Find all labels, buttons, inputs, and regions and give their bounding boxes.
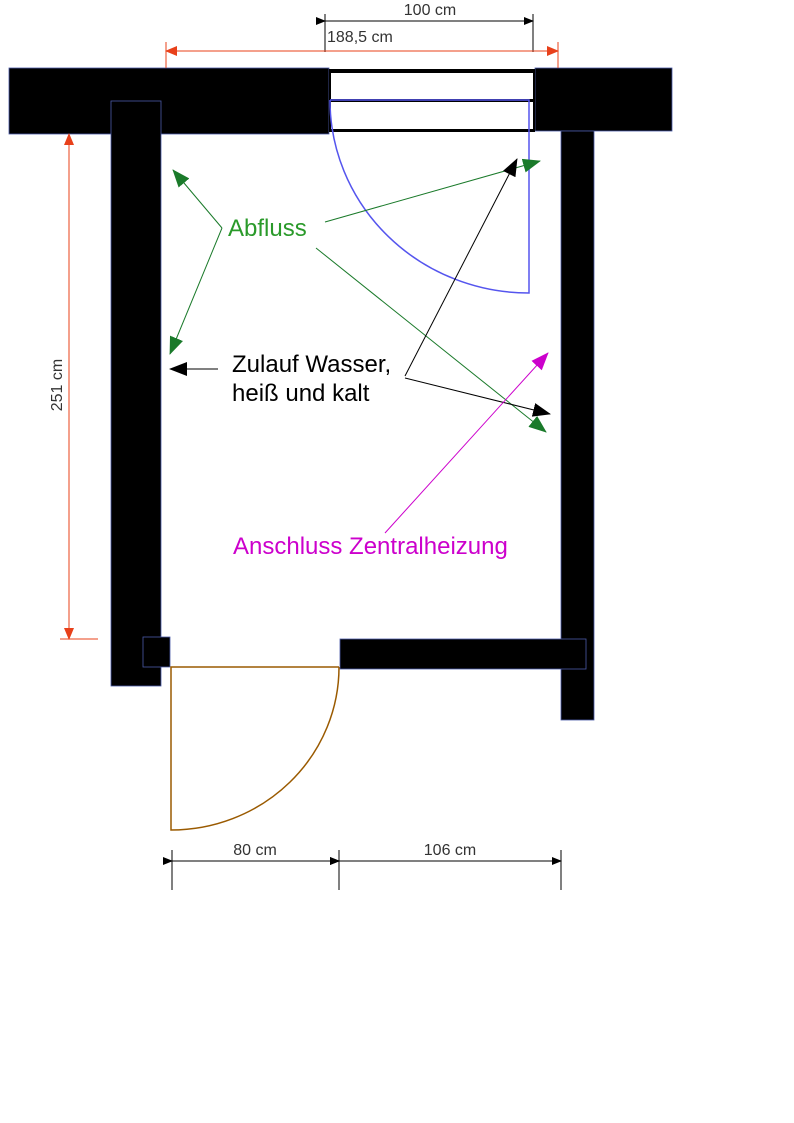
window-pane [331,73,533,99]
dim-label: 251 cm [49,359,66,411]
walls [8,67,673,721]
heating-label: Anschluss Zentralheizung [233,533,508,560]
wall [534,67,673,132]
door-swing [170,666,340,831]
window-pane [331,102,533,129]
water-label: Zulauf Wasser, [232,351,391,378]
arrow [169,227,223,355]
arrow [404,158,518,377]
dimensions [163,14,562,890]
drain-label: Abfluss [228,215,307,242]
dim-label: 106 cm [424,842,476,859]
dim-label: 100 cm [404,2,456,19]
water-arrows [169,158,551,417]
arrow [172,169,223,229]
wall [339,638,587,670]
arrow [404,377,551,417]
wall [142,636,171,668]
wall [8,67,330,135]
window-door-swing [329,99,530,294]
arrow [315,247,547,433]
arrow [324,158,541,223]
dim-label: 188,5 cm [327,29,393,46]
red-dimensions [60,42,559,640]
wall [110,100,162,687]
wall [560,130,595,721]
heating-arrow [384,352,549,534]
water-label: heiß und kalt [232,380,370,407]
dim-label: 80 cm [233,842,277,859]
